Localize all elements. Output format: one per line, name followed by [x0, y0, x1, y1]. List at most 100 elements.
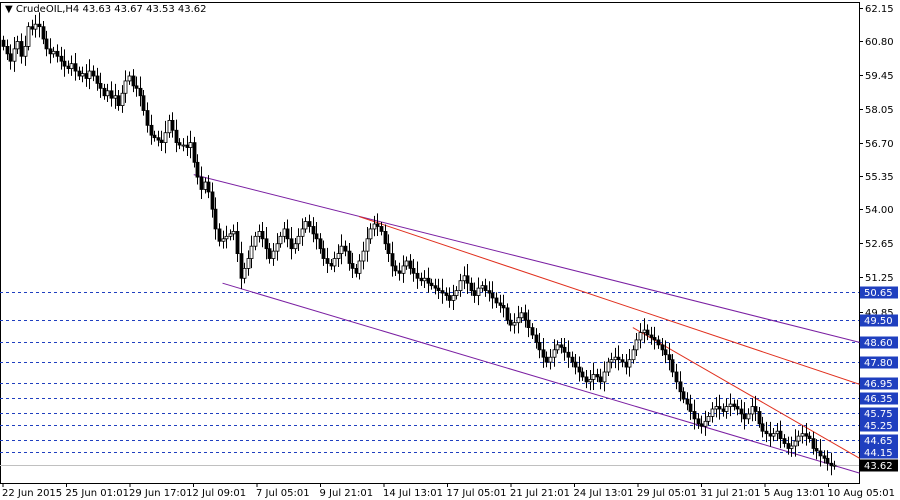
- candle-body: [131, 75, 136, 87]
- candle-body: [152, 134, 157, 139]
- candle-body: [476, 287, 481, 296]
- x-tick-label: 25 Jun 01:01: [66, 488, 130, 499]
- candle-body: [760, 423, 765, 432]
- candle-body: [440, 290, 445, 294]
- candle-body: [23, 46, 28, 57]
- candle-body: [804, 433, 809, 437]
- candle-body: [577, 366, 582, 373]
- candle-body: [793, 440, 798, 447]
- candle-body: [796, 435, 801, 442]
- level-label-bg: [860, 407, 898, 420]
- candle-body: [8, 53, 13, 62]
- candle-body: [685, 398, 690, 405]
- candle-body: [786, 443, 791, 449]
- trendline: [193, 174, 860, 343]
- candle-body: [329, 263, 334, 267]
- candle-body: [501, 304, 506, 309]
- candle-body: [311, 226, 316, 235]
- candle-body: [469, 282, 474, 292]
- candle-body: [102, 87, 107, 97]
- candle-body: [138, 87, 143, 97]
- candle-body: [652, 337, 657, 341]
- candle-body: [818, 450, 823, 457]
- candle-body: [627, 359, 632, 368]
- candle-body: [246, 258, 251, 269]
- candle-body: [372, 223, 377, 230]
- candle-body: [458, 280, 463, 292]
- level-label-bg: [860, 356, 898, 369]
- candle-body: [624, 361, 629, 368]
- candle-body: [249, 245, 254, 259]
- candle-body: [167, 120, 172, 134]
- candle-body: [303, 221, 308, 230]
- candle-body: [523, 312, 528, 321]
- candle-body: [753, 406, 758, 412]
- candle-body: [278, 235, 283, 245]
- candle-body: [555, 344, 560, 351]
- x-tick-label: 2 Jul 09:01: [193, 488, 247, 499]
- y-tick-label: 54.00: [865, 205, 894, 216]
- candle-body: [638, 332, 643, 341]
- candle-body: [728, 403, 733, 407]
- trendline: [222, 282, 860, 474]
- candle-body: [163, 132, 168, 144]
- level-label: 50.65: [864, 288, 893, 299]
- candle-body: [649, 334, 654, 338]
- candle-body: [141, 95, 146, 111]
- candle-body: [91, 70, 96, 77]
- candle-body: [1, 39, 6, 47]
- candle-body: [598, 376, 603, 383]
- candle-body: [451, 295, 456, 301]
- candle-body: [447, 295, 452, 301]
- candle-body: [591, 374, 596, 380]
- candle-body: [339, 245, 344, 254]
- candle-body: [365, 238, 370, 252]
- level-label-bg: [860, 314, 898, 327]
- x-tick-label: 10 Aug 05:01: [828, 488, 895, 499]
- level-label: 48.60: [864, 338, 893, 349]
- candle-body: [210, 191, 215, 210]
- candle-body: [710, 408, 715, 417]
- ohlc-label: 43.63 43.67 43.53 43.62: [82, 4, 207, 15]
- candle-body: [706, 415, 711, 422]
- candle-body: [742, 413, 747, 420]
- candle-body: [732, 403, 737, 407]
- candle-body: [807, 435, 812, 439]
- x-tick-label: 9 Jul 21:01: [320, 488, 374, 499]
- candle-body: [332, 258, 337, 267]
- level-label-bg: [860, 377, 898, 390]
- candle-body: [544, 356, 549, 363]
- candle-body: [454, 290, 459, 296]
- candle-body: [739, 408, 744, 415]
- candle-body: [778, 430, 783, 440]
- candle-body: [775, 430, 780, 435]
- candle-body: [336, 253, 341, 259]
- level-label-bg: [860, 446, 898, 459]
- candle-body: [663, 349, 668, 356]
- candle-body: [51, 50, 56, 55]
- candle-body: [105, 90, 110, 97]
- candle-body: [80, 73, 85, 77]
- candle-body: [285, 228, 290, 240]
- candle-body: [444, 292, 449, 296]
- dropdown-triangle-icon[interactable]: ▼: [5, 4, 13, 15]
- candle-body: [192, 142, 197, 163]
- candle-body: [113, 95, 118, 99]
- candle-body: [350, 263, 355, 269]
- candle-body: [656, 339, 661, 346]
- candle-body: [62, 60, 67, 67]
- candle-body: [87, 70, 92, 79]
- y-tick-label: 52.65: [865, 239, 894, 250]
- candle-body: [811, 438, 816, 449]
- candle-body: [519, 312, 524, 319]
- candle-body: [347, 250, 352, 264]
- candle-body: [505, 307, 510, 321]
- candle-body: [534, 334, 539, 343]
- candle-body: [771, 433, 776, 437]
- level-label: 44.65: [864, 436, 893, 447]
- candle-body: [681, 391, 686, 400]
- candle-body: [814, 448, 819, 452]
- candle-body: [800, 433, 805, 437]
- candle-body: [228, 233, 233, 237]
